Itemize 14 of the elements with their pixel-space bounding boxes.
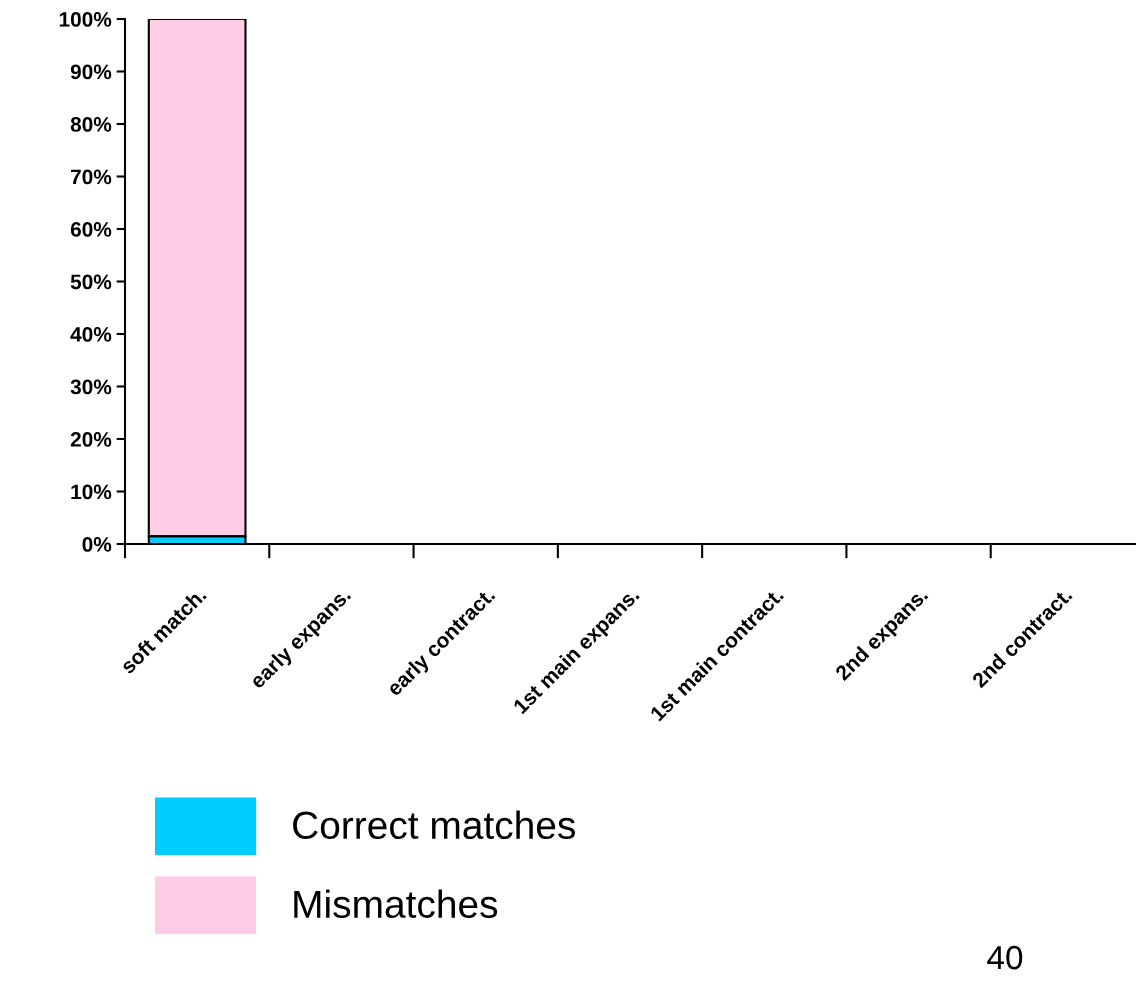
y-tick-label: 40% — [70, 327, 112, 342]
y-tick-label: 50% — [70, 274, 112, 290]
y-tick-label: 70% — [71, 169, 112, 185]
y-tick-label: 0% — [82, 537, 112, 552]
y-tick-label: 30% — [70, 379, 112, 395]
y-tick-label: 10% — [71, 484, 112, 500]
legend-label: Correct matches — [293, 810, 575, 840]
y-tick-label: 80% — [70, 117, 112, 132]
y-tick-label: 100% — [59, 12, 112, 27]
legend-label: Mismatches — [294, 889, 498, 919]
y-tick-label: 20% — [70, 432, 112, 447]
y-tick-label: 90% — [70, 64, 112, 80]
y-tick-label: 60% — [70, 222, 112, 237]
text: 40 — [987, 945, 1023, 970]
